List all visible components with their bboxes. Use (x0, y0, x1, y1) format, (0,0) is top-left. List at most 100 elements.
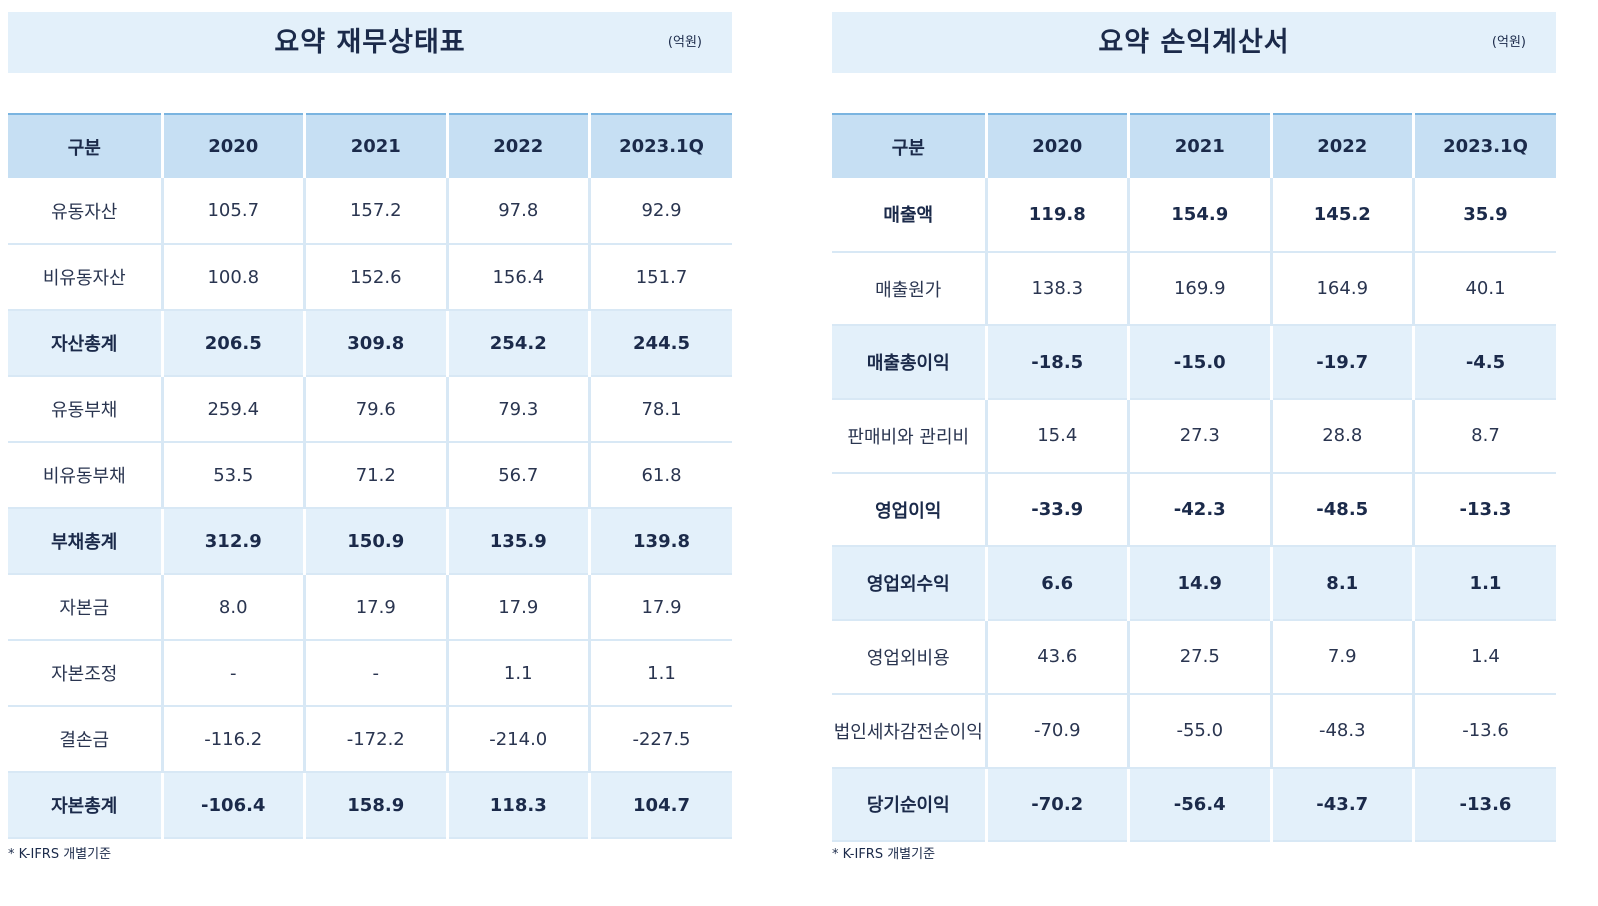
table-cell: 138.3 (984, 251, 1129, 327)
table-cell: -13.3 (1412, 472, 1556, 548)
table-row: 자본금 8.0 17.9 17.9 17.9 (8, 574, 732, 641)
row-label: 유동부채 (8, 376, 162, 443)
table-cell: 309.8 (303, 310, 447, 377)
table-cell: -13.6 (1412, 693, 1556, 769)
column-header: 2021 (1127, 114, 1271, 178)
table-row: 자산총계 206.5 309.8 254.2 244.5 (8, 310, 732, 377)
row-label: 자본조정 (8, 640, 162, 707)
table-header-row: 구분 2020 2021 2022 2023.1Q (8, 114, 732, 178)
table-cell: -214.0 (445, 706, 590, 773)
table-cell: 244.5 (588, 310, 732, 377)
table-cell: -172.2 (303, 706, 447, 773)
row-label: 영업외비용 (832, 620, 986, 695)
table-cell: 8.0 (160, 574, 305, 641)
table-cell: -18.5 (984, 325, 1129, 401)
table-cell: 254.2 (445, 310, 590, 377)
row-label: 당기순이익 (832, 767, 986, 843)
balance-sheet-footnote: * K-IFRS 개별기준 (8, 847, 112, 862)
table-cell: 7.9 (1269, 620, 1414, 695)
table-cell: -13.6 (1412, 767, 1556, 843)
table-cell: 151.7 (588, 244, 732, 311)
row-label: 비유동자산 (8, 244, 162, 311)
row-label: 부채총계 (8, 508, 162, 575)
row-label: 결손금 (8, 706, 162, 773)
table-cell: 56.7 (445, 442, 590, 509)
table-cell: 28.8 (1269, 399, 1414, 474)
row-label: 유동자산 (8, 178, 162, 245)
table-cell: 1.1 (445, 640, 590, 707)
table-row: 매출총이익 -18.5 -15.0 -19.7 -4.5 (832, 325, 1556, 401)
table-cell: 139.8 (588, 508, 732, 575)
table-cell: 71.2 (303, 442, 447, 509)
table-cell: 100.8 (160, 244, 305, 311)
table-row: 영업외비용 43.6 27.5 7.9 1.4 (832, 620, 1556, 695)
table-row: 법인세차감전순이익 -70.9 -55.0 -48.3 -13.6 (832, 693, 1556, 769)
table-cell: 156.4 (445, 244, 590, 311)
table-cell: 206.5 (160, 310, 305, 377)
table-cell: 1.1 (588, 640, 732, 707)
table-row: 결손금 -116.2 -172.2 -214.0 -227.5 (8, 706, 732, 773)
row-label: 자본총계 (8, 772, 162, 839)
table-cell: -70.9 (984, 693, 1129, 769)
table-cell: -19.7 (1269, 325, 1414, 401)
table-cell: -42.3 (1127, 472, 1271, 548)
table-cell: -70.2 (984, 767, 1129, 843)
table-row: 자본조정 - -1.1 1.1 (8, 640, 732, 707)
table-cell: 43.6 (984, 620, 1129, 695)
table-cell: 169.9 (1127, 251, 1271, 327)
column-header: 2022 (445, 114, 590, 178)
table-cell: 78.1 (588, 376, 732, 443)
row-label: 법인세차감전순이익 (832, 693, 986, 769)
table-row: 비유동부채 53.5 71.2 56.7 61.8 (8, 442, 732, 509)
row-label: 판매비와 관리비 (832, 399, 986, 474)
balance-sheet-title-bar: 요약 재무상태표 (억원) (8, 12, 732, 73)
table-cell: 15.4 (984, 399, 1129, 474)
balance-sheet-panel: 요약 재무상태표 (억원) 구분 2020 2021 2022 2023.1Q … (8, 12, 732, 839)
column-header: 2021 (303, 114, 447, 178)
table-cell: 79.6 (303, 376, 447, 443)
table-cell: -227.5 (588, 706, 732, 773)
table-cell: -15.0 (1127, 325, 1271, 401)
column-header: 구분 (832, 114, 986, 178)
row-label: 자본금 (8, 574, 162, 641)
balance-sheet-title: 요약 재무상태표 (274, 27, 466, 58)
table-cell: -48.5 (1269, 472, 1414, 548)
row-label: 매출원가 (832, 251, 986, 327)
table-cell: -55.0 (1127, 693, 1271, 769)
table-row: 매출액 119.8 154.9 145.2 35.9 (832, 178, 1556, 253)
table-cell: 164.9 (1269, 251, 1414, 327)
row-label: 영업이익 (832, 472, 986, 548)
table-cell: 312.9 (160, 508, 305, 575)
table-cell: 17.9 (445, 574, 590, 641)
column-header: 2023.1Q (1412, 114, 1556, 178)
table-cell: 8.1 (1269, 546, 1414, 622)
table-cell: 35.9 (1412, 178, 1556, 253)
balance-sheet-table: 구분 2020 2021 2022 2023.1Q 유동자산 105.7 157.2… (8, 113, 732, 839)
income-statement-title: 요약 손익계산서 (1098, 27, 1290, 58)
table-row: 영업이익 -33.9 -42.3 -48.5 -13.3 (832, 472, 1556, 548)
table-cell: 27.5 (1127, 620, 1271, 695)
row-label: 영업외수익 (832, 546, 986, 622)
table-row: 매출원가 138.3 169.9 164.9 40.1 (832, 251, 1556, 327)
income-statement-panel: 요약 손익계산서 (억원) 구분 2020 2021 2022 2023.1Q … (832, 12, 1556, 843)
table-cell: 79.3 (445, 376, 590, 443)
table-cell: - (303, 640, 447, 707)
table-cell: 157.2 (303, 178, 447, 245)
table-cell: -106.4 (160, 772, 305, 839)
row-label: 비유동부채 (8, 442, 162, 509)
table-cell: 145.2 (1269, 178, 1414, 253)
table-cell: 27.3 (1127, 399, 1271, 474)
table-cell: - (160, 640, 305, 707)
column-header: 2020 (984, 114, 1129, 178)
table-cell: 119.8 (984, 178, 1129, 253)
table-cell: -116.2 (160, 706, 305, 773)
table-cell: -43.7 (1269, 767, 1414, 843)
table-cell: 97.8 (445, 178, 590, 245)
table-cell: -56.4 (1127, 767, 1271, 843)
table-row: 자본총계 -106.4 158.9 118.3 104.7 (8, 772, 732, 839)
table-cell: 154.9 (1127, 178, 1271, 253)
column-header: 2023.1Q (588, 114, 732, 178)
income-statement-title-bar: 요약 손익계산서 (억원) (832, 12, 1556, 73)
table-cell: 92.9 (588, 178, 732, 245)
table-cell: 105.7 (160, 178, 305, 245)
